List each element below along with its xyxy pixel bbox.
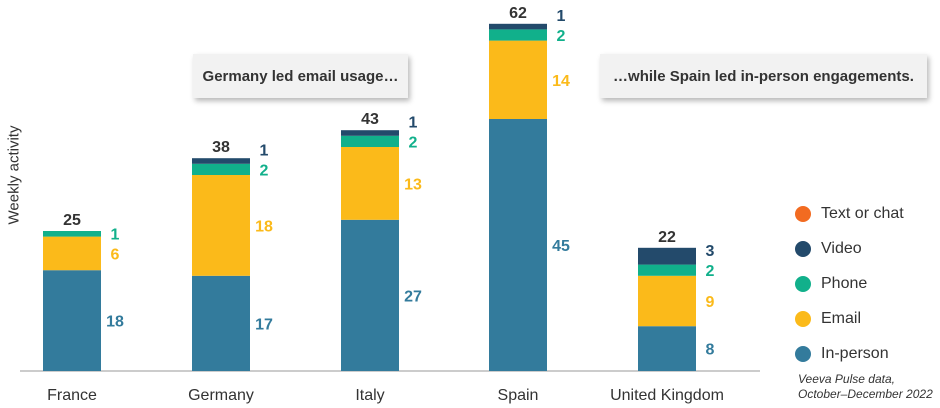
data-label-france-email: 6: [111, 246, 120, 263]
bar-segment-germany-video: [192, 158, 250, 164]
data-label-spain-phone: 2: [557, 28, 566, 45]
data-label-united-kingdom-email: 9: [706, 294, 715, 311]
data-label-germany-phone: 2: [260, 162, 269, 179]
data-label-italy-in-person: 27: [404, 288, 422, 305]
bar-segment-germany-phone: [192, 163, 250, 175]
legend-item-video: Video: [795, 231, 904, 266]
bar-segment-italy-email: [341, 147, 399, 220]
data-label-united-kingdom-phone: 2: [706, 263, 715, 280]
x-tick-label-france: France: [47, 387, 97, 404]
legend-swatch-text-or-chat: [795, 205, 811, 222]
total-label-spain: 62: [509, 5, 527, 22]
legend-item-email: Email: [795, 301, 904, 336]
bar-segment-united-kingdom-video: [638, 247, 696, 265]
annotation-spain: …while Spain led in-person engagements.: [600, 54, 927, 98]
data-label-italy-email: 13: [404, 176, 422, 193]
legend-label: Video: [821, 239, 862, 257]
data-label-germany-in-person: 17: [255, 316, 273, 333]
bar-segment-spain-in-person: [489, 119, 547, 371]
legend-label: Email: [821, 309, 862, 327]
data-label-germany-video: 1: [260, 142, 269, 159]
x-tick-label-spain: Spain: [498, 387, 539, 404]
bar-segment-france-email: [43, 236, 101, 271]
legend-label: In-person: [821, 344, 889, 362]
source-line-1: Veeva Pulse data,: [798, 372, 895, 386]
bar-segment-united-kingdom-in-person: [638, 326, 696, 371]
total-label-germany: 38: [212, 139, 230, 156]
legend-label: Text or chat: [821, 204, 904, 222]
bar-segment-spain-email: [489, 40, 547, 119]
legend-swatch-video: [795, 240, 811, 257]
bar-segment-united-kingdom-phone: [638, 264, 696, 276]
data-label-france-phone: 1: [111, 226, 120, 243]
source-line-2: October–December 2022: [798, 387, 933, 401]
data-label-spain-in-person: 45: [552, 238, 570, 255]
legend-item-phone: Phone: [795, 266, 904, 301]
total-label-italy: 43: [361, 111, 379, 128]
x-tick-label-united-kingdom: United Kingdom: [610, 387, 724, 404]
bar-segment-germany-in-person: [192, 275, 250, 371]
data-label-united-kingdom-in-person: 8: [706, 342, 715, 359]
bar-segment-italy-in-person: [341, 219, 399, 371]
bar-segment-italy-phone: [341, 135, 399, 147]
source-note: Veeva Pulse data, October–December 2022: [798, 372, 933, 402]
bar-segment-spain-phone: [489, 29, 547, 41]
annotation-germany: Germany led email usage…: [193, 54, 408, 98]
y-axis-label: Weekly activity: [5, 125, 23, 225]
data-label-spain-email: 14: [552, 73, 570, 90]
bar-segment-spain-video: [489, 23, 547, 30]
total-label-france: 25: [63, 212, 81, 229]
bar-segment-germany-email: [192, 175, 250, 276]
total-label-united-kingdom: 22: [658, 229, 676, 246]
x-tick-label-italy: Italy: [355, 387, 384, 404]
bar-segment-france-phone: [43, 231, 101, 237]
legend-swatch-email: [795, 310, 811, 327]
data-label-italy-video: 1: [409, 114, 418, 131]
legend-item-in-person: In-person: [795, 336, 904, 371]
legend-swatch-in-person: [795, 345, 811, 362]
data-label-france-in-person: 18: [106, 314, 124, 331]
bar-segment-france-in-person: [43, 270, 101, 371]
bar-segment-united-kingdom-email: [638, 275, 696, 327]
x-tick-label-germany: Germany: [188, 387, 254, 404]
data-label-italy-phone: 2: [409, 134, 418, 151]
data-label-spain-video: 1: [557, 8, 566, 25]
legend-label: Phone: [821, 274, 868, 292]
data-label-united-kingdom-video: 3: [706, 243, 715, 260]
legend: Text or chat Video Phone Email In-person: [795, 196, 904, 371]
data-label-germany-email: 18: [255, 218, 273, 235]
legend-swatch-phone: [795, 275, 811, 292]
bar-segment-italy-video: [341, 130, 399, 136]
legend-item-text-or-chat: Text or chat: [795, 196, 904, 231]
